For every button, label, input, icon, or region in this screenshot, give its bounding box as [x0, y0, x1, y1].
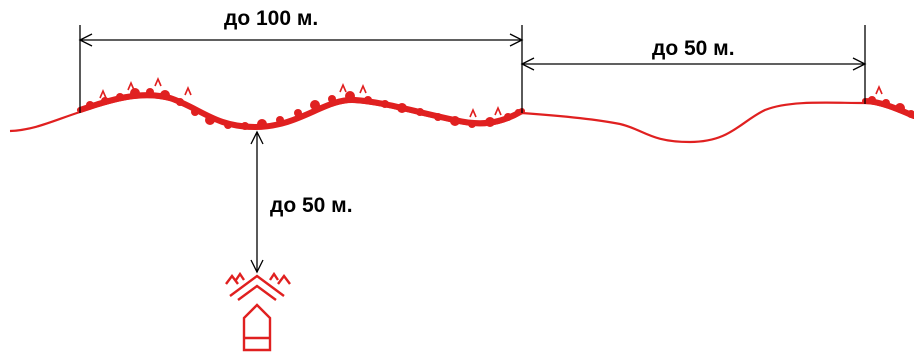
forest-spikes-left — [99, 76, 502, 118]
gap-width-label: до 50 м. — [652, 37, 735, 60]
dimension-gap-width — [520, 25, 867, 104]
depth-label: до 50 м. — [270, 194, 353, 217]
front-width-label: до 100 м. — [224, 7, 319, 30]
forest-spikes-right — [875, 84, 883, 95]
forest-bushes-right — [868, 96, 914, 118]
position-marker-icon — [225, 271, 291, 352]
dimension-front-width — [78, 25, 524, 113]
forest-bushes-left — [86, 88, 521, 130]
dimension-depth — [250, 130, 264, 274]
